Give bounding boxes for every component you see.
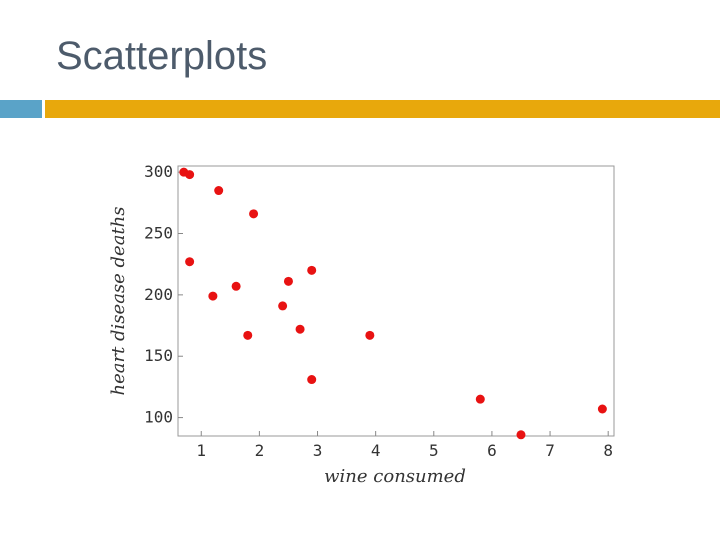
data-point [214,186,224,196]
plot-frame [177,165,615,437]
x-tick-label: 7 [545,441,555,460]
data-point [365,330,375,340]
slide-title: Scatterplots [56,34,268,78]
y-tick-label: 200 [144,285,173,304]
data-point [243,330,253,340]
data-point [475,394,485,404]
data-point [295,324,305,334]
y-tick-label: 100 [144,408,173,427]
data-point [185,170,195,180]
data-points [179,167,607,440]
y-tick-label: 250 [144,224,173,243]
y-tick-label: 300 [144,162,173,181]
y-tick-label: 150 [144,346,173,365]
x-tick-label: 3 [313,441,323,460]
data-point [231,281,241,291]
x-tick-label: 5 [429,441,439,460]
y-axis-title: heart disease deaths [108,206,129,395]
x-axis: 1 2 3 4 5 6 7 8 [196,431,613,460]
data-point [597,404,607,414]
data-point [185,257,195,267]
data-point [307,265,317,275]
x-tick-label: 6 [487,441,497,460]
data-point [208,291,218,301]
data-point [516,430,526,440]
accent-bar-left [0,100,42,118]
accent-bar-right [45,100,720,118]
x-tick-label: 4 [371,441,381,460]
x-tick-label: 2 [255,441,265,460]
data-point [278,301,288,311]
data-point [307,375,317,385]
data-point [283,276,293,286]
data-point [249,209,259,219]
x-tick-label: 8 [603,441,613,460]
x-tick-label: 1 [196,441,206,460]
y-axis: 100 150 200 250 300 [144,162,183,427]
x-axis-title: wine consumed [324,466,466,487]
